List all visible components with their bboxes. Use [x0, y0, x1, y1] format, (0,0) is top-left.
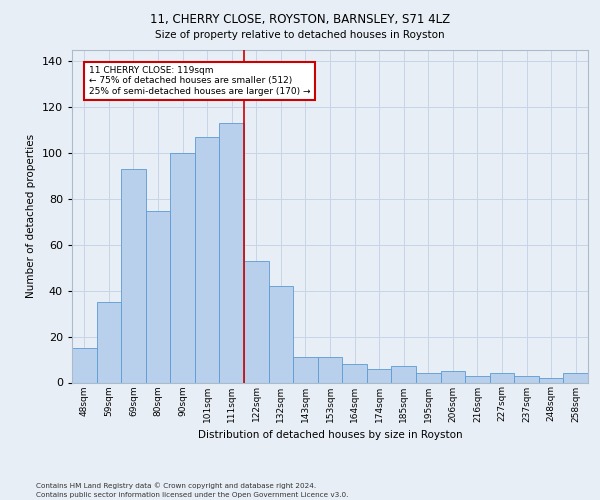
Bar [367, 368, 391, 382]
Bar [121, 169, 146, 382]
Bar [146, 210, 170, 382]
Bar [97, 302, 121, 382]
Bar [563, 374, 588, 382]
Bar [514, 376, 539, 382]
Text: Size of property relative to detached houses in Royston: Size of property relative to detached ho… [155, 30, 445, 40]
Bar [391, 366, 416, 382]
Y-axis label: Number of detached properties: Number of detached properties [26, 134, 36, 298]
Bar [416, 374, 440, 382]
Bar [342, 364, 367, 382]
Bar [195, 137, 220, 382]
Bar [293, 358, 318, 382]
Bar [72, 348, 97, 382]
Bar [539, 378, 563, 382]
Bar [269, 286, 293, 382]
Text: Contains public sector information licensed under the Open Government Licence v3: Contains public sector information licen… [36, 492, 349, 498]
Bar [318, 358, 342, 382]
Bar [465, 376, 490, 382]
Text: Contains HM Land Registry data © Crown copyright and database right 2024.: Contains HM Land Registry data © Crown c… [36, 482, 316, 489]
X-axis label: Distribution of detached houses by size in Royston: Distribution of detached houses by size … [197, 430, 463, 440]
Bar [220, 124, 244, 382]
Bar [490, 374, 514, 382]
Bar [170, 153, 195, 382]
Bar [244, 261, 269, 382]
Text: 11 CHERRY CLOSE: 119sqm
← 75% of detached houses are smaller (512)
25% of semi-d: 11 CHERRY CLOSE: 119sqm ← 75% of detache… [89, 66, 310, 96]
Text: 11, CHERRY CLOSE, ROYSTON, BARNSLEY, S71 4LZ: 11, CHERRY CLOSE, ROYSTON, BARNSLEY, S71… [150, 12, 450, 26]
Bar [440, 371, 465, 382]
